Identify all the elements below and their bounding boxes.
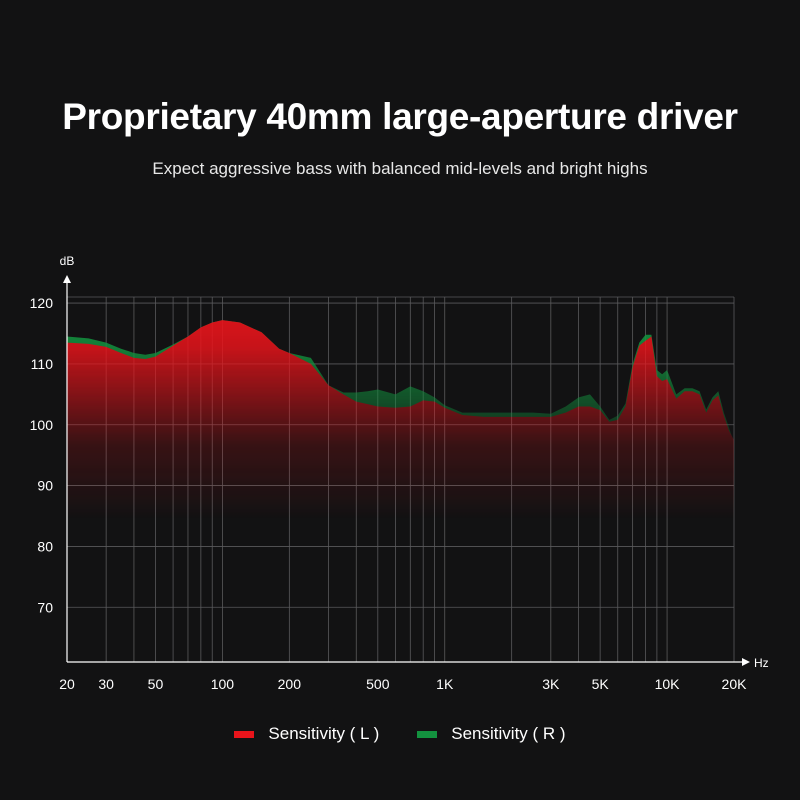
x-tick-label: 10K	[655, 676, 681, 692]
legend-swatch-left	[234, 730, 255, 738]
series-areas	[67, 320, 734, 662]
x-tick-label: 20K	[722, 676, 748, 692]
y-axis-arrow	[63, 275, 71, 283]
axes: dB Hz 70 80 90 100 110 120 20 30 50 100 200 500 1K 3K 5K…	[30, 254, 769, 692]
x-tick-label: 200	[278, 676, 302, 692]
x-tick-label: 100	[211, 676, 235, 692]
y-tick-label: 70	[37, 599, 53, 615]
x-tick-label: 500	[366, 676, 390, 692]
x-axis-arrow	[742, 658, 750, 666]
legend-label-right: Sensitivity ( R )	[451, 724, 566, 743]
x-tick-label: 50	[148, 676, 164, 692]
legend-item-right: Sensitivity ( R )	[417, 724, 566, 744]
x-tick-label: 30	[98, 676, 114, 692]
legend-item-left: Sensitivity ( L )	[234, 724, 379, 744]
legend-label-left: Sensitivity ( L )	[268, 724, 380, 743]
page-title: Proprietary 40mm large-aperture driver	[62, 96, 738, 137]
x-tick-label: 3K	[542, 676, 560, 692]
y-tick-label: 80	[37, 538, 53, 554]
x-tick-label: 5K	[592, 676, 610, 692]
page-subtitle: Expect aggressive bass with balanced mid…	[152, 159, 648, 178]
y-tick-label: 90	[37, 478, 53, 494]
x-axis-label: Hz	[754, 656, 769, 670]
series-area-left	[67, 320, 734, 662]
y-tick-label: 110	[31, 356, 54, 372]
legend: Sensitivity ( L ) Sensitivity ( R )	[0, 724, 800, 744]
y-tick-label: 120	[30, 295, 54, 311]
x-tick-label: 20	[59, 676, 75, 692]
legend-swatch-right	[417, 730, 438, 738]
y-axis-label: dB	[60, 254, 75, 268]
y-tick-label: 100	[30, 417, 54, 433]
x-tick-label: 1K	[436, 676, 454, 692]
